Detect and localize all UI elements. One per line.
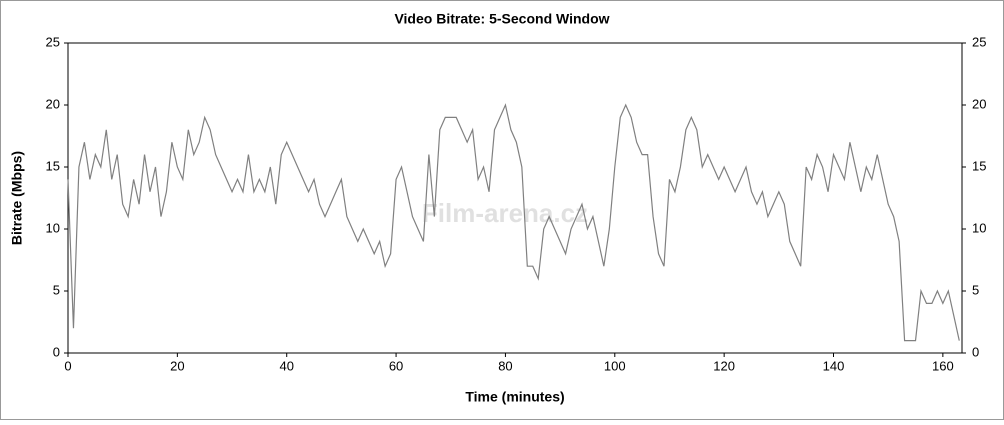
data-line (67, 103, 960, 342)
x-tick-label: 60 (389, 358, 403, 373)
y2-tick-label: 5 (972, 282, 979, 297)
x-tick-label: 100 (604, 358, 626, 373)
x-tick-label: 80 (498, 358, 512, 373)
y-tick-label: 0 (53, 344, 60, 359)
chart-title: Video Bitrate: 5-Second Window (394, 11, 609, 27)
y2-tick-label: 20 (972, 96, 986, 111)
y-tick-label: 15 (46, 158, 60, 173)
x-tick-label: 120 (713, 358, 735, 373)
x-tick-label: 140 (823, 358, 845, 373)
y2-tick-label: 15 (972, 158, 986, 173)
watermark: Film-arena.cz (422, 198, 588, 228)
x-tick-label: 160 (932, 358, 954, 373)
y-axis-label: Bitrate (Mbps) (9, 151, 25, 245)
y-tick-label: 10 (46, 220, 60, 235)
x-tick-label: 0 (64, 358, 71, 373)
y2-tick-label: 25 (972, 34, 986, 49)
y2-tick-label: 10 (972, 220, 986, 235)
y2-tick-label: 0 (972, 344, 979, 359)
y-tick-label: 25 (46, 34, 60, 49)
plot-area (67, 42, 963, 354)
y-tick-label: 5 (53, 282, 60, 297)
x-tick-label: 20 (170, 358, 184, 373)
x-tick-label: 40 (279, 358, 293, 373)
y-tick-label: 20 (46, 96, 60, 111)
x-axis-label: Time (minutes) (465, 389, 564, 405)
